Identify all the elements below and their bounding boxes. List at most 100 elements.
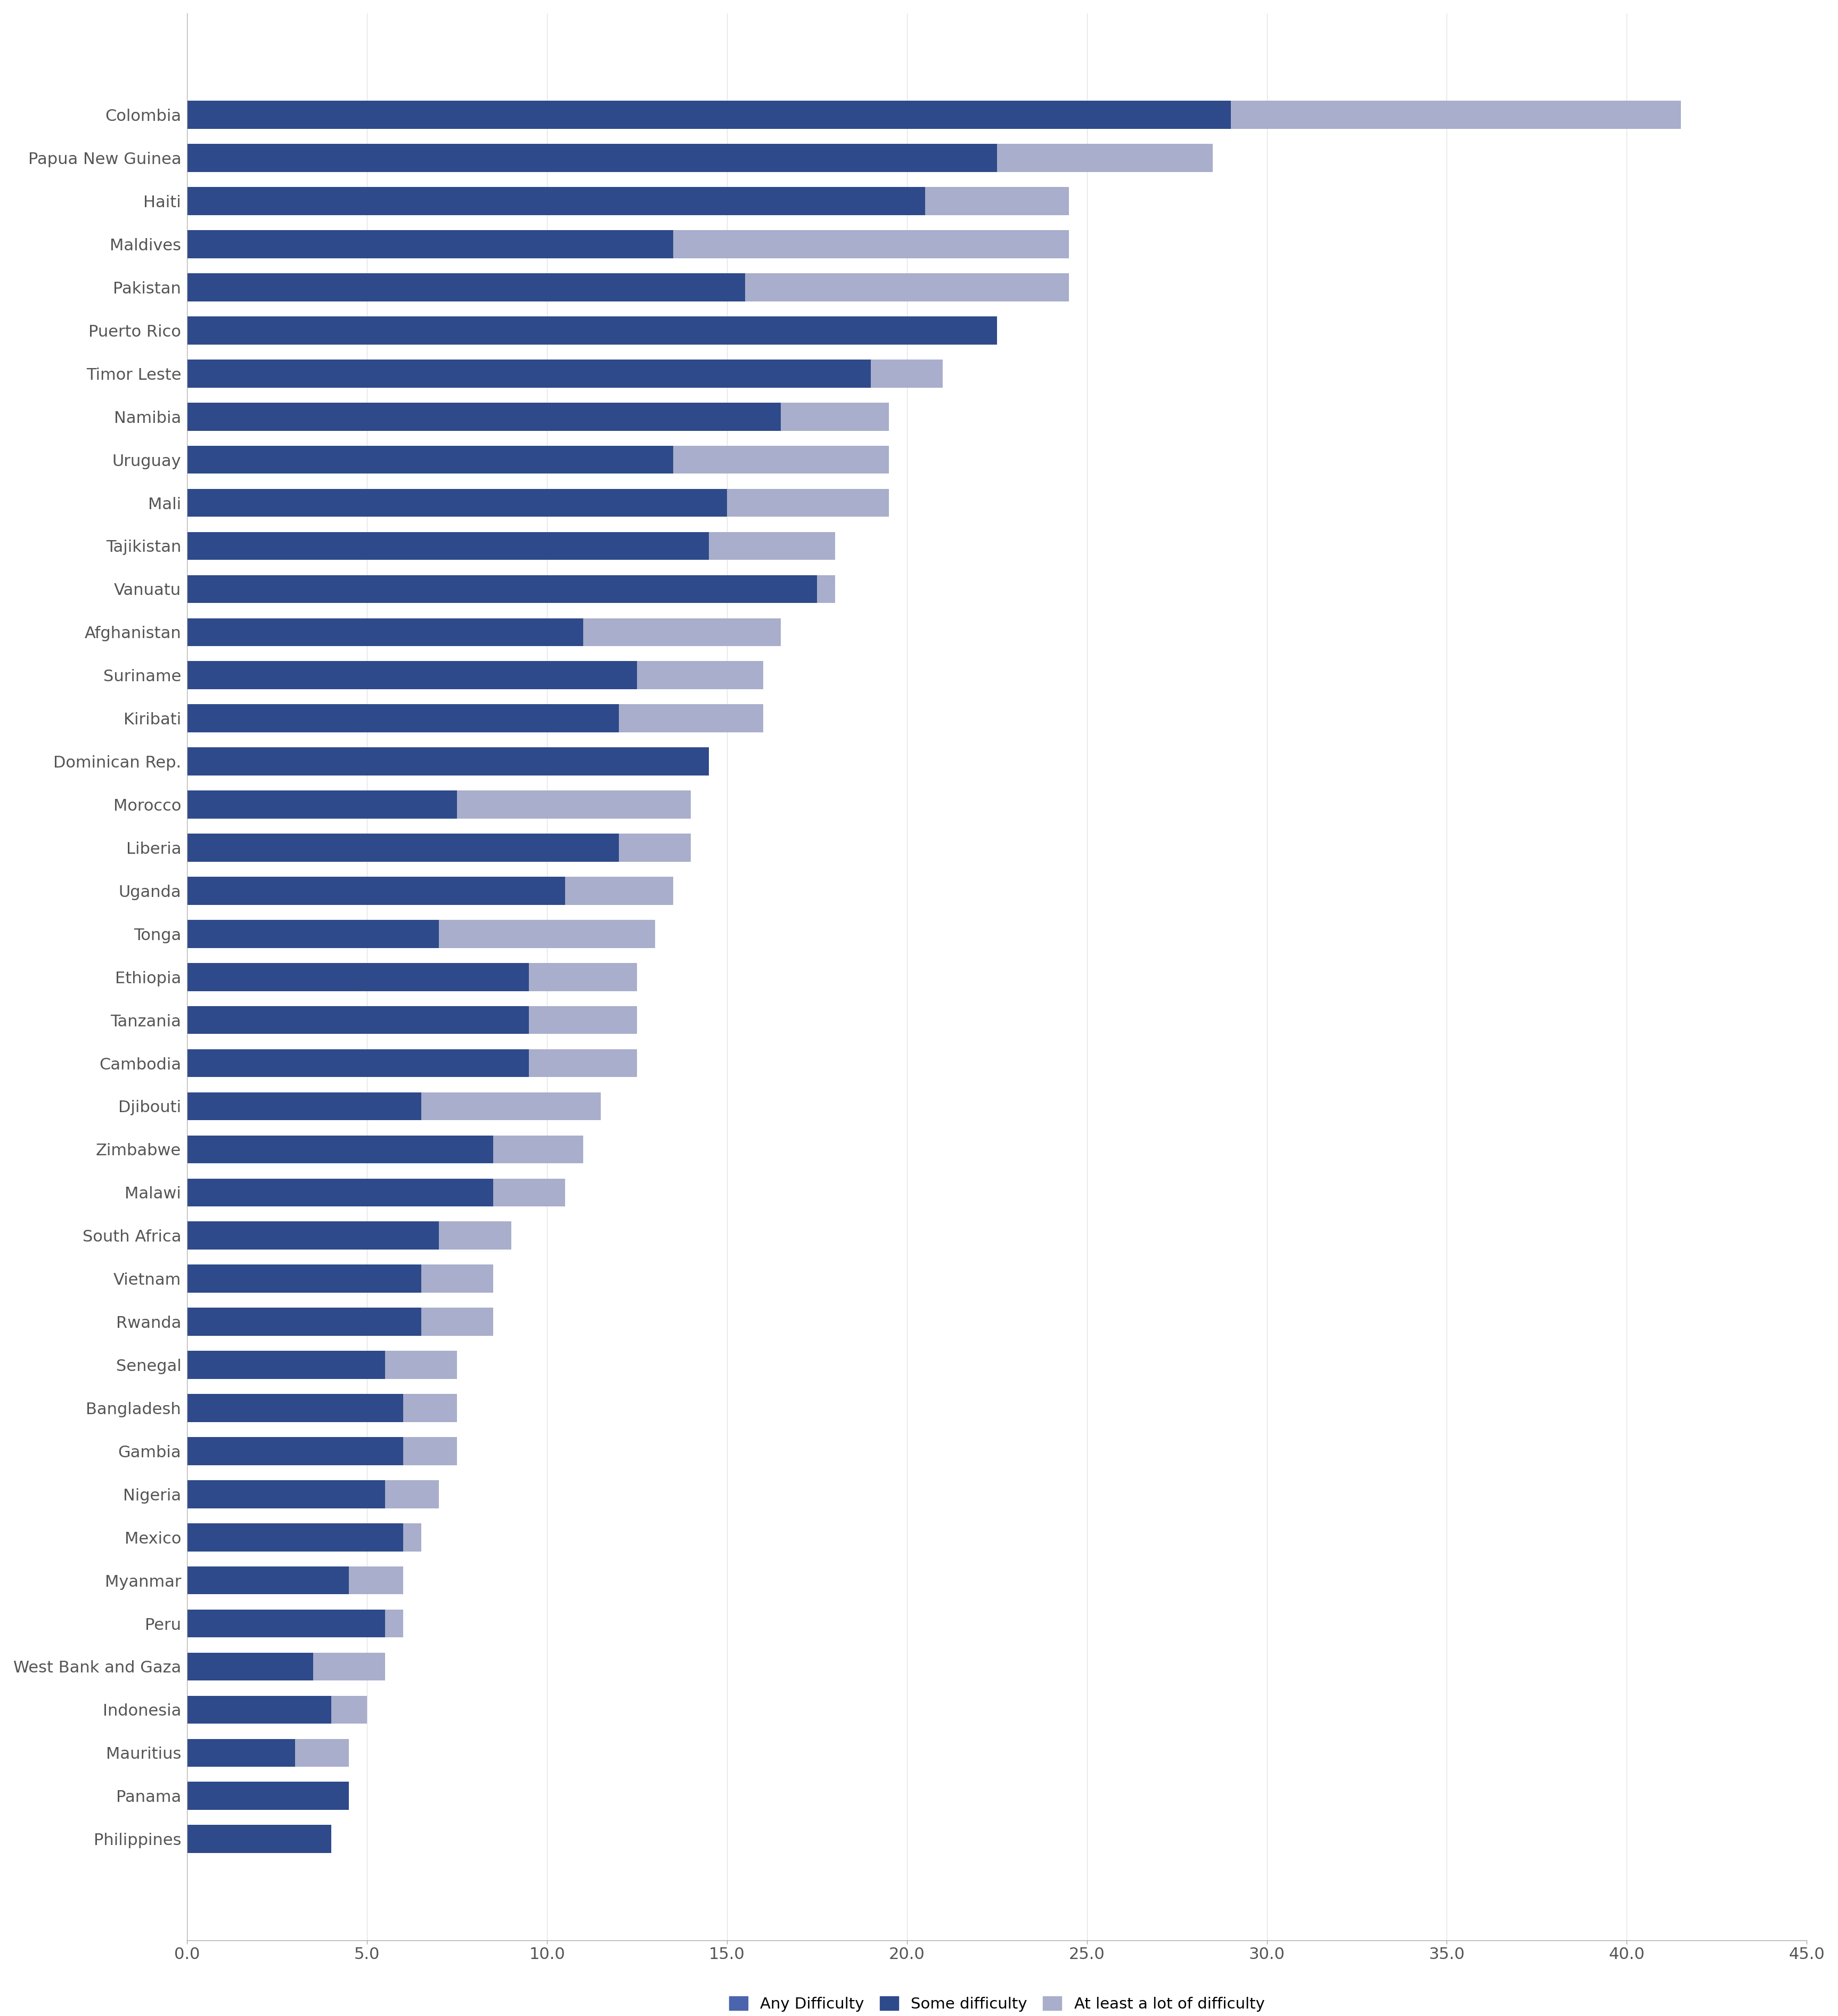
Bar — [187, 1264, 493, 1292]
Bar — [187, 1351, 458, 1379]
Bar — [744, 274, 1070, 300]
Bar — [187, 488, 890, 516]
Bar — [187, 230, 1070, 258]
Bar — [529, 964, 638, 992]
Bar — [187, 1566, 403, 1595]
Bar — [619, 835, 691, 861]
Bar — [187, 317, 996, 345]
Bar — [187, 446, 890, 474]
Bar — [187, 1566, 349, 1595]
Bar — [187, 835, 691, 861]
Bar — [187, 575, 816, 603]
Bar — [871, 359, 943, 387]
Bar — [187, 1264, 421, 1292]
Bar — [564, 877, 673, 905]
Bar — [493, 1135, 583, 1163]
Bar — [187, 1393, 403, 1421]
Bar — [187, 1524, 403, 1550]
Bar — [619, 704, 763, 732]
Bar — [493, 1179, 564, 1206]
Bar — [925, 187, 1070, 216]
Bar — [187, 748, 709, 776]
Bar — [187, 790, 458, 818]
Bar — [187, 964, 638, 992]
Bar — [187, 877, 673, 905]
Bar — [187, 575, 834, 603]
Bar — [439, 1222, 511, 1250]
Bar — [187, 101, 1231, 129]
Bar — [187, 187, 925, 216]
Bar — [996, 143, 1213, 171]
Bar — [187, 1308, 493, 1337]
Bar — [187, 1653, 386, 1681]
Bar — [187, 704, 763, 732]
Bar — [458, 790, 691, 818]
Bar — [187, 1093, 421, 1121]
Bar — [187, 317, 996, 345]
Bar — [187, 488, 728, 516]
Bar — [187, 661, 763, 689]
Bar — [673, 446, 890, 474]
Bar — [187, 1006, 529, 1034]
Bar — [187, 748, 709, 776]
Bar — [187, 1135, 583, 1163]
Bar — [187, 877, 564, 905]
Bar — [187, 1695, 331, 1724]
Bar — [403, 1393, 458, 1421]
Bar — [187, 101, 1680, 129]
Bar — [187, 704, 619, 732]
Bar — [187, 1738, 349, 1766]
Bar — [187, 1524, 421, 1550]
Bar — [187, 1048, 638, 1077]
Bar — [187, 619, 583, 647]
Bar — [187, 1824, 331, 1853]
Bar — [386, 1351, 458, 1379]
Bar — [187, 143, 996, 171]
Bar — [187, 1609, 403, 1637]
Bar — [403, 1437, 458, 1466]
Bar — [187, 1480, 386, 1508]
Bar — [187, 1222, 511, 1250]
Bar — [187, 532, 834, 560]
Bar — [187, 532, 709, 560]
Bar — [187, 230, 673, 258]
Bar — [312, 1653, 386, 1681]
Bar — [187, 403, 781, 431]
Bar — [187, 1093, 601, 1121]
Bar — [296, 1738, 349, 1766]
Bar — [187, 964, 529, 992]
Bar — [187, 1006, 638, 1034]
Bar — [331, 1695, 368, 1724]
Bar — [187, 143, 1213, 171]
Bar — [187, 1653, 312, 1681]
Bar — [403, 1524, 421, 1550]
Bar — [529, 1006, 638, 1034]
Bar — [187, 1480, 439, 1508]
Bar — [187, 1782, 349, 1810]
Bar — [187, 1179, 564, 1206]
Bar — [187, 1222, 439, 1250]
Bar — [1231, 101, 1680, 129]
Bar — [187, 1782, 349, 1810]
Bar — [529, 1048, 638, 1077]
Bar — [421, 1308, 493, 1337]
Bar — [673, 230, 1070, 258]
Bar — [421, 1264, 493, 1292]
Bar — [187, 1135, 493, 1163]
Bar — [386, 1609, 403, 1637]
Bar — [187, 1393, 458, 1421]
Bar — [187, 359, 943, 387]
Bar — [728, 488, 890, 516]
Bar — [187, 919, 439, 948]
Bar — [781, 403, 890, 431]
Bar — [187, 274, 744, 300]
Bar — [187, 1695, 368, 1724]
Bar — [187, 1308, 421, 1337]
Bar — [187, 1824, 331, 1853]
Bar — [187, 661, 638, 689]
Bar — [187, 1609, 386, 1637]
Bar — [638, 661, 763, 689]
Bar — [187, 919, 654, 948]
Bar — [386, 1480, 439, 1508]
Bar — [709, 532, 834, 560]
